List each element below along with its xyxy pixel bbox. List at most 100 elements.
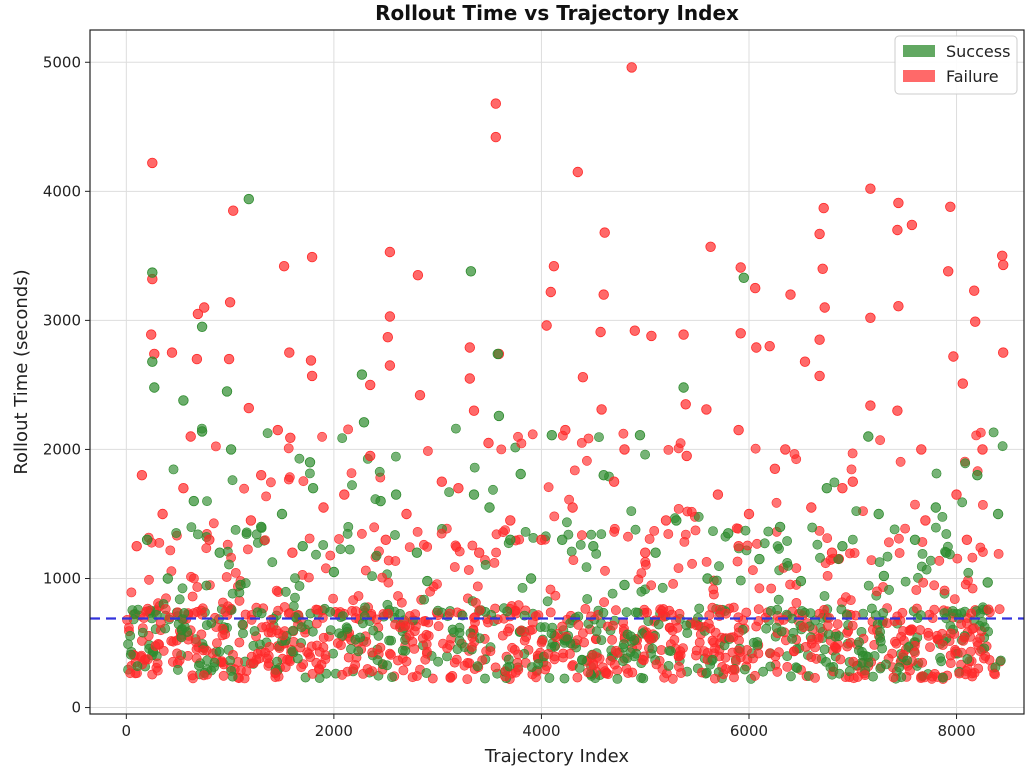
data-point-success xyxy=(930,502,942,513)
background-point xyxy=(334,534,344,544)
background-point xyxy=(187,670,198,681)
x-axis-ticks: 0 2000 4000 6000 8000 xyxy=(122,714,976,740)
background-point xyxy=(549,654,560,665)
background-point xyxy=(491,547,501,558)
data-point-success xyxy=(147,267,158,278)
background-point xyxy=(653,619,664,630)
background-point xyxy=(646,580,657,591)
background-point xyxy=(280,662,291,673)
data-point-success xyxy=(598,470,609,481)
background-point xyxy=(421,668,432,678)
background-point xyxy=(693,511,704,522)
data-point-success xyxy=(909,534,921,546)
background-point xyxy=(516,438,527,449)
background-point xyxy=(640,557,651,567)
data-point-success xyxy=(256,521,267,533)
background-point xyxy=(287,646,298,657)
background-point xyxy=(710,673,720,684)
background-point xyxy=(811,653,822,664)
background-point xyxy=(168,464,179,475)
background-point xyxy=(562,517,572,528)
background-point xyxy=(298,476,309,487)
background-point xyxy=(265,477,276,488)
chart-title: Rollout Time vs Trajectory Index xyxy=(375,1,739,25)
background-point xyxy=(504,623,515,634)
background-point xyxy=(679,537,690,547)
background-point xyxy=(469,462,480,473)
background-point xyxy=(621,607,632,618)
background-point xyxy=(829,477,840,488)
background-point xyxy=(707,654,718,665)
background-point xyxy=(607,588,618,599)
data-point-failure xyxy=(961,534,973,546)
background-point xyxy=(791,454,802,465)
data-point-failure xyxy=(595,326,606,338)
data-point-success xyxy=(557,534,568,546)
background-point xyxy=(594,432,604,442)
background-point xyxy=(264,642,275,652)
background-point xyxy=(569,465,580,476)
data-point-success xyxy=(162,573,174,584)
background-point xyxy=(294,581,305,591)
background-point xyxy=(910,499,920,510)
background-point xyxy=(874,557,885,567)
background-point xyxy=(217,623,228,634)
background-point xyxy=(739,664,750,675)
background-point xyxy=(651,659,662,670)
background-point xyxy=(875,435,885,446)
background-point xyxy=(557,621,567,632)
background-point xyxy=(444,487,454,497)
data-point-failure xyxy=(893,301,904,312)
background-point xyxy=(582,455,592,466)
background-point xyxy=(516,625,527,636)
background-point xyxy=(346,468,357,478)
background-point xyxy=(979,622,990,632)
plot-frame xyxy=(89,29,1025,715)
data-point-success xyxy=(837,541,848,552)
data-point-failure xyxy=(785,289,796,300)
background-point xyxy=(543,482,554,493)
background-point xyxy=(842,641,853,652)
background-point xyxy=(387,672,397,682)
background-point xyxy=(390,451,401,462)
background-point xyxy=(663,661,674,671)
background-point xyxy=(337,669,348,680)
background-point xyxy=(657,610,668,621)
background-point xyxy=(241,529,252,539)
data-point-failure xyxy=(733,424,744,436)
background-point xyxy=(588,650,598,660)
data-point-failure xyxy=(464,342,476,353)
background-point xyxy=(599,597,609,608)
data-point-failure xyxy=(227,205,239,216)
data-point-failure xyxy=(287,547,298,558)
background-point xyxy=(177,583,188,594)
data-point-failure xyxy=(799,356,811,367)
background-point xyxy=(211,638,222,648)
background-point xyxy=(891,638,902,649)
data-point-failure xyxy=(474,547,485,558)
background-point xyxy=(462,674,473,684)
background-point xyxy=(868,671,878,682)
background-point xyxy=(774,543,784,554)
background-point xyxy=(390,530,400,540)
background-point xyxy=(208,518,219,529)
data-point-failure xyxy=(660,515,672,526)
background-point xyxy=(963,567,974,578)
data-point-failure xyxy=(629,325,641,336)
background-point xyxy=(866,555,877,565)
background-point xyxy=(206,618,217,628)
background-point xyxy=(290,592,300,603)
background-point xyxy=(690,525,701,536)
background-point xyxy=(125,649,136,660)
background-point xyxy=(303,619,314,630)
data-point-failure xyxy=(626,62,637,73)
data-point-failure xyxy=(814,334,825,345)
background-point xyxy=(667,625,678,636)
background-point xyxy=(846,464,857,475)
background-point xyxy=(877,643,887,654)
legend-swatch-failure xyxy=(903,70,935,82)
data-point-failure xyxy=(490,131,502,143)
data-point-failure xyxy=(806,502,817,513)
background-point xyxy=(488,484,498,495)
background-point xyxy=(875,627,885,637)
